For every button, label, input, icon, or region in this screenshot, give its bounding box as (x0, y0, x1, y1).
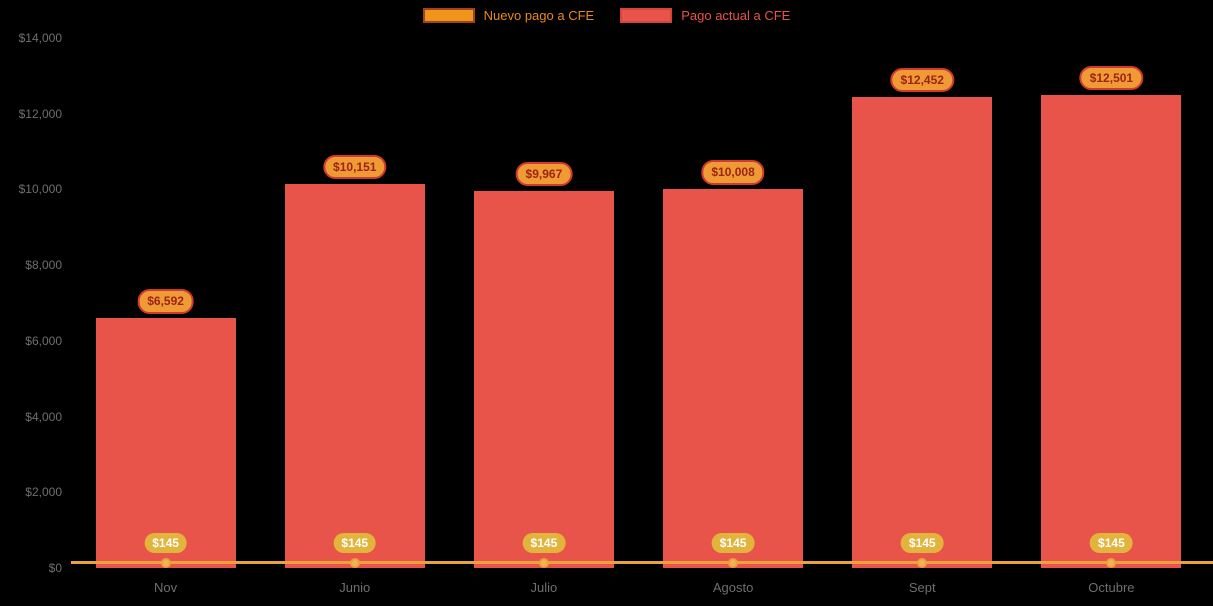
line-point-agosto (728, 557, 739, 568)
bar-octubre (1041, 94, 1182, 568)
y-axis-tick-label: $0 (48, 561, 62, 575)
bar-nov (95, 318, 236, 568)
x-axis-label-nov: Nov (154, 580, 178, 595)
bar-value-label-nov: $6,592 (137, 289, 194, 314)
legend-item-pago-actual[interactable]: Pago actual a CFE (620, 8, 790, 23)
line-point-junio (349, 557, 360, 568)
legend-label-pago-actual: Pago actual a CFE (681, 8, 791, 23)
line-point-julio (538, 557, 549, 568)
line-value-label-junio: $145 (333, 532, 377, 553)
line-value-label-nov: $145 (144, 532, 187, 553)
line-point-nov (160, 557, 171, 568)
bar-value-label-julio: $9,967 (515, 161, 573, 187)
line-value-label-agosto: $145 (711, 532, 755, 553)
bar-julio (473, 190, 614, 568)
nuevo-pago-line (71, 561, 1213, 564)
line-value-label-sept: $145 (900, 532, 944, 553)
x-axis-label-agosto: Agosto (712, 580, 754, 595)
bar-value-label-junio: $10,151 (323, 154, 387, 180)
legend-swatch-nuevo-pago (422, 8, 475, 23)
bar-agosto (663, 189, 804, 568)
x-axis-label-junio: Junio (339, 580, 371, 595)
y-axis-tick-label: $14,000 (18, 31, 62, 45)
bar-value-label-sept: $12,452 (890, 67, 954, 92)
line-point-octubre (1106, 557, 1117, 568)
y-axis-tick-label: $6,000 (25, 333, 62, 348)
legend-item-nuevo-pago[interactable]: Nuevo pago a CFE (422, 8, 595, 23)
y-axis-tick-label: $10,000 (18, 182, 62, 197)
bar-sept (852, 96, 993, 568)
legend-label-nuevo-pago: Nuevo pago a CFE (483, 8, 595, 23)
line-point-sept (917, 557, 928, 568)
line-value-label-octubre: $145 (1090, 532, 1133, 553)
x-axis-label-octubre: Octubre (1088, 580, 1135, 595)
y-axis-tick-label: $2,000 (25, 485, 62, 500)
y-axis-tick-label: $8,000 (25, 258, 62, 273)
bar-value-label-octubre: $12,501 (1079, 65, 1144, 91)
bar-junio (284, 183, 425, 568)
y-axis-tick-label: $4,000 (25, 409, 62, 424)
x-axis-label-julio: Julio (530, 580, 558, 595)
legend-swatch-pago-actual (620, 8, 673, 23)
bar-value-label-agosto: $10,008 (701, 160, 765, 185)
y-axis-tick-label: $12,000 (18, 106, 62, 121)
x-axis-label-sept: Sept (908, 580, 936, 595)
line-value-label-julio: $145 (522, 532, 566, 553)
chart-legend: Nuevo pago a CFE Pago actual a CFE (0, 8, 1213, 23)
